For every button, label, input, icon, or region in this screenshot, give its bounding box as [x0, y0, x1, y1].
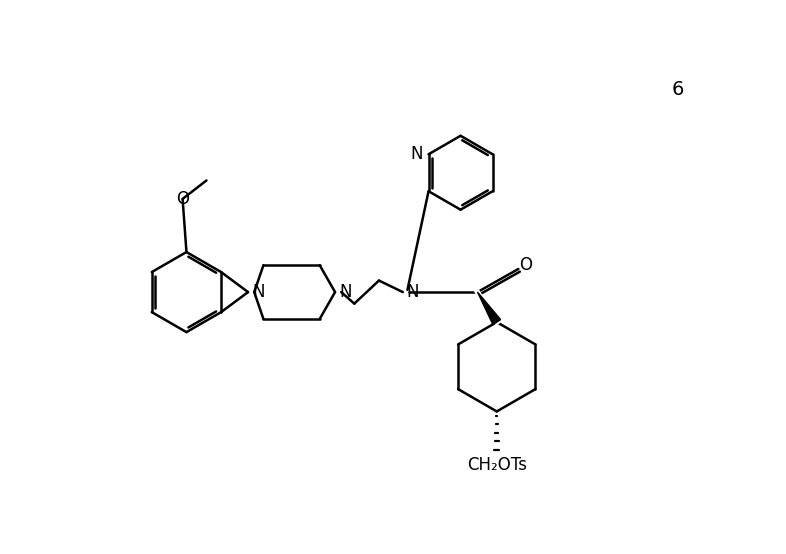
Text: N: N	[406, 283, 419, 301]
Text: CH₂OTs: CH₂OTs	[467, 455, 527, 474]
Text: N: N	[410, 145, 422, 163]
Polygon shape	[478, 292, 501, 325]
Text: N: N	[252, 283, 264, 301]
Text: O: O	[520, 256, 533, 274]
Text: N: N	[339, 283, 351, 301]
Text: 6: 6	[671, 80, 684, 99]
Text: O: O	[176, 190, 189, 208]
